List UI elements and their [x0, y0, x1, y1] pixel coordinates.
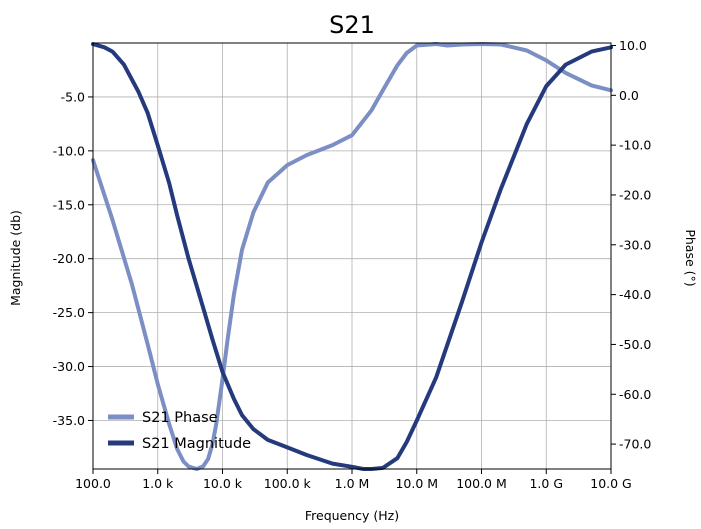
series-line-phase: [91, 42, 613, 471]
x-tick-label: 100.0 M: [456, 476, 507, 491]
y-tick-label: -30.0: [53, 359, 85, 374]
y2-tick-label: -70.0: [619, 437, 651, 452]
x-tick-label: 100.0 k: [264, 476, 312, 491]
y2-tick-label: -20.0: [619, 187, 651, 202]
y-axis-label: Magnitude (db): [8, 210, 23, 306]
series-line-magnitude: [91, 42, 613, 471]
y-tick-label: -10.0: [53, 143, 85, 158]
x-tick-label: 100.0: [75, 476, 111, 491]
y2-tick-label: -50.0: [619, 337, 651, 352]
y-tick-label: -35.0: [53, 413, 85, 428]
y2-tick-label: -30.0: [619, 237, 651, 252]
x-tick-label: 1.0 M: [335, 476, 370, 491]
y2-tick-label: -40.0: [619, 287, 651, 302]
y2-tick-label: 0.0: [619, 88, 639, 103]
y2-tick-label: -60.0: [619, 387, 651, 402]
x-tick-label: 10.0 k: [203, 476, 243, 491]
legend: S21 Phase S21 Magnitude: [108, 410, 251, 452]
series-group: [91, 42, 613, 471]
y-tick-label: -5.0: [61, 89, 85, 104]
legend-label: S21 Phase: [142, 410, 218, 426]
legend-label: S21 Magnitude: [142, 436, 251, 452]
x-tick-label: 1.0 G: [529, 476, 563, 491]
y-tick-label: -15.0: [53, 197, 85, 212]
axis-ticks: 100.0 1.0 k 10.0 k 100.0 k 1.0 M 10.0 M 100.0 …: [53, 38, 652, 491]
x-axis-label: Frequency (Hz): [305, 508, 399, 523]
chart-title: S21: [329, 11, 375, 39]
x-tick-label: 10.0 M: [395, 476, 438, 491]
y2-axis-label: Phase (°): [683, 229, 698, 286]
y2-tick-label: 10.0: [619, 38, 647, 53]
x-tick-label: 10.0 G: [590, 476, 632, 491]
y-tick-label: -20.0: [53, 251, 85, 266]
y-tick-label: -25.0: [53, 305, 85, 320]
x-tick-label: 1.0 k: [142, 476, 174, 491]
y2-tick-label: -10.0: [619, 138, 651, 153]
grid: [92, 43, 612, 469]
